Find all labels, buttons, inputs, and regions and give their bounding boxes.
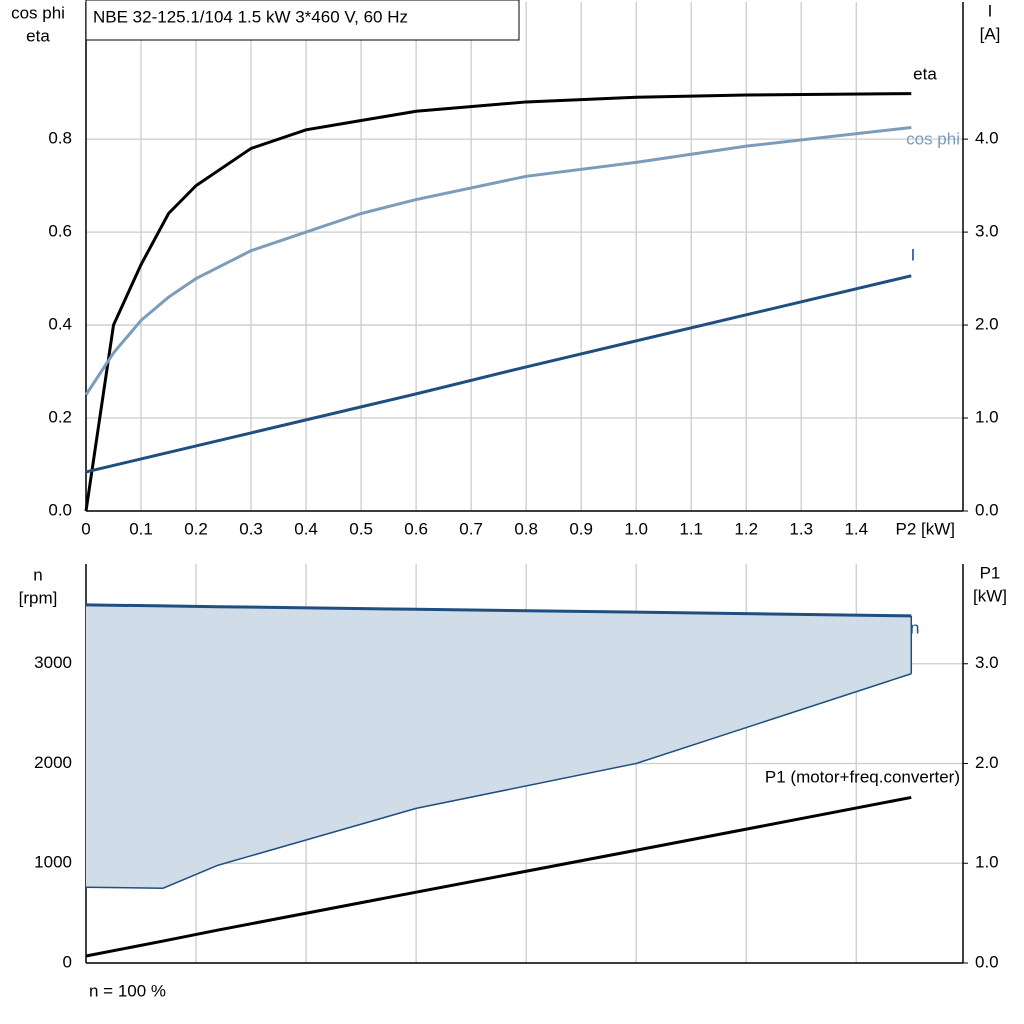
series-line [85, 274, 912, 474]
y-tick-label: 0.2 [48, 408, 72, 427]
series-label: cos phi [906, 129, 960, 148]
y-tick-label: 0 [63, 952, 72, 971]
y-axis-label: [rpm] [19, 588, 58, 607]
x-tick-label: 0.3 [239, 519, 263, 538]
y-axis-label: cos phi [11, 3, 65, 22]
y-axis-label: n [33, 565, 42, 584]
band-lower-line [85, 673, 912, 889]
series-line [84, 92, 912, 512]
x-tick-label: 0.7 [459, 519, 483, 538]
y2-tick-label: 3.0 [975, 653, 999, 672]
x-axis-label: P2 [kW] [895, 519, 955, 538]
series-label: I [911, 245, 916, 264]
y2-tick-label: 4.0 [975, 129, 999, 148]
x-tick-label: 0.4 [294, 519, 318, 538]
y2-axis-label: [kW] [973, 586, 1007, 605]
y-tick-label: 3000 [34, 653, 72, 672]
title-box [85, 0, 520, 41]
y2-tick-label: 2.0 [975, 753, 999, 772]
x-tick-label: 1.4 [844, 519, 868, 538]
y2-tick-label: 0.0 [975, 952, 999, 971]
x-tick-label: 0.9 [569, 519, 593, 538]
y-tick-label: 0.0 [48, 500, 72, 519]
chart-title: NBE 32-125.1/104 1.5 kW 3*460 V, 60 Hz [93, 7, 408, 26]
x-tick-label: 1.2 [734, 519, 758, 538]
x-tick-label: 1.1 [679, 519, 703, 538]
y-tick-label: 2000 [34, 753, 72, 772]
y-axis-label: eta [26, 26, 50, 45]
y2-axis-label: [A] [980, 24, 1001, 43]
series-label: P1 (motor+freq.converter) [765, 767, 960, 786]
y2-tick-label: 2.0 [975, 315, 999, 334]
x-tick-label: 0.5 [349, 519, 373, 538]
y-tick-label: 0.4 [48, 315, 72, 334]
series-line [84, 126, 912, 396]
x-tick-label: 0 [81, 519, 90, 538]
y2-axis-label: P1 [980, 563, 1001, 582]
series-line [85, 603, 912, 618]
x-tick-label: 0.6 [404, 519, 428, 538]
annotation: n = 100 % [89, 981, 166, 1000]
plot-area [86, 2, 963, 511]
y-tick-label: 0.6 [48, 222, 72, 241]
x-tick-label: 0.1 [129, 519, 153, 538]
y2-tick-label: 1.0 [975, 408, 999, 427]
band-area [86, 604, 912, 889]
x-tick-label: 1.3 [789, 519, 813, 538]
x-tick-label: 0.2 [184, 519, 208, 538]
series-label: n [910, 618, 919, 637]
x-tick-label: 1.0 [624, 519, 648, 538]
y-tick-label: 0.8 [48, 129, 72, 148]
x-tick-label: 0.8 [514, 519, 538, 538]
series-label: eta [913, 64, 937, 83]
series-line [85, 795, 912, 958]
y2-tick-label: 1.0 [975, 853, 999, 872]
y-tick-label: 1000 [34, 853, 72, 872]
y2-axis-label: I [988, 1, 993, 20]
y2-tick-label: 3.0 [975, 222, 999, 241]
y2-tick-label: 0.0 [975, 500, 999, 519]
